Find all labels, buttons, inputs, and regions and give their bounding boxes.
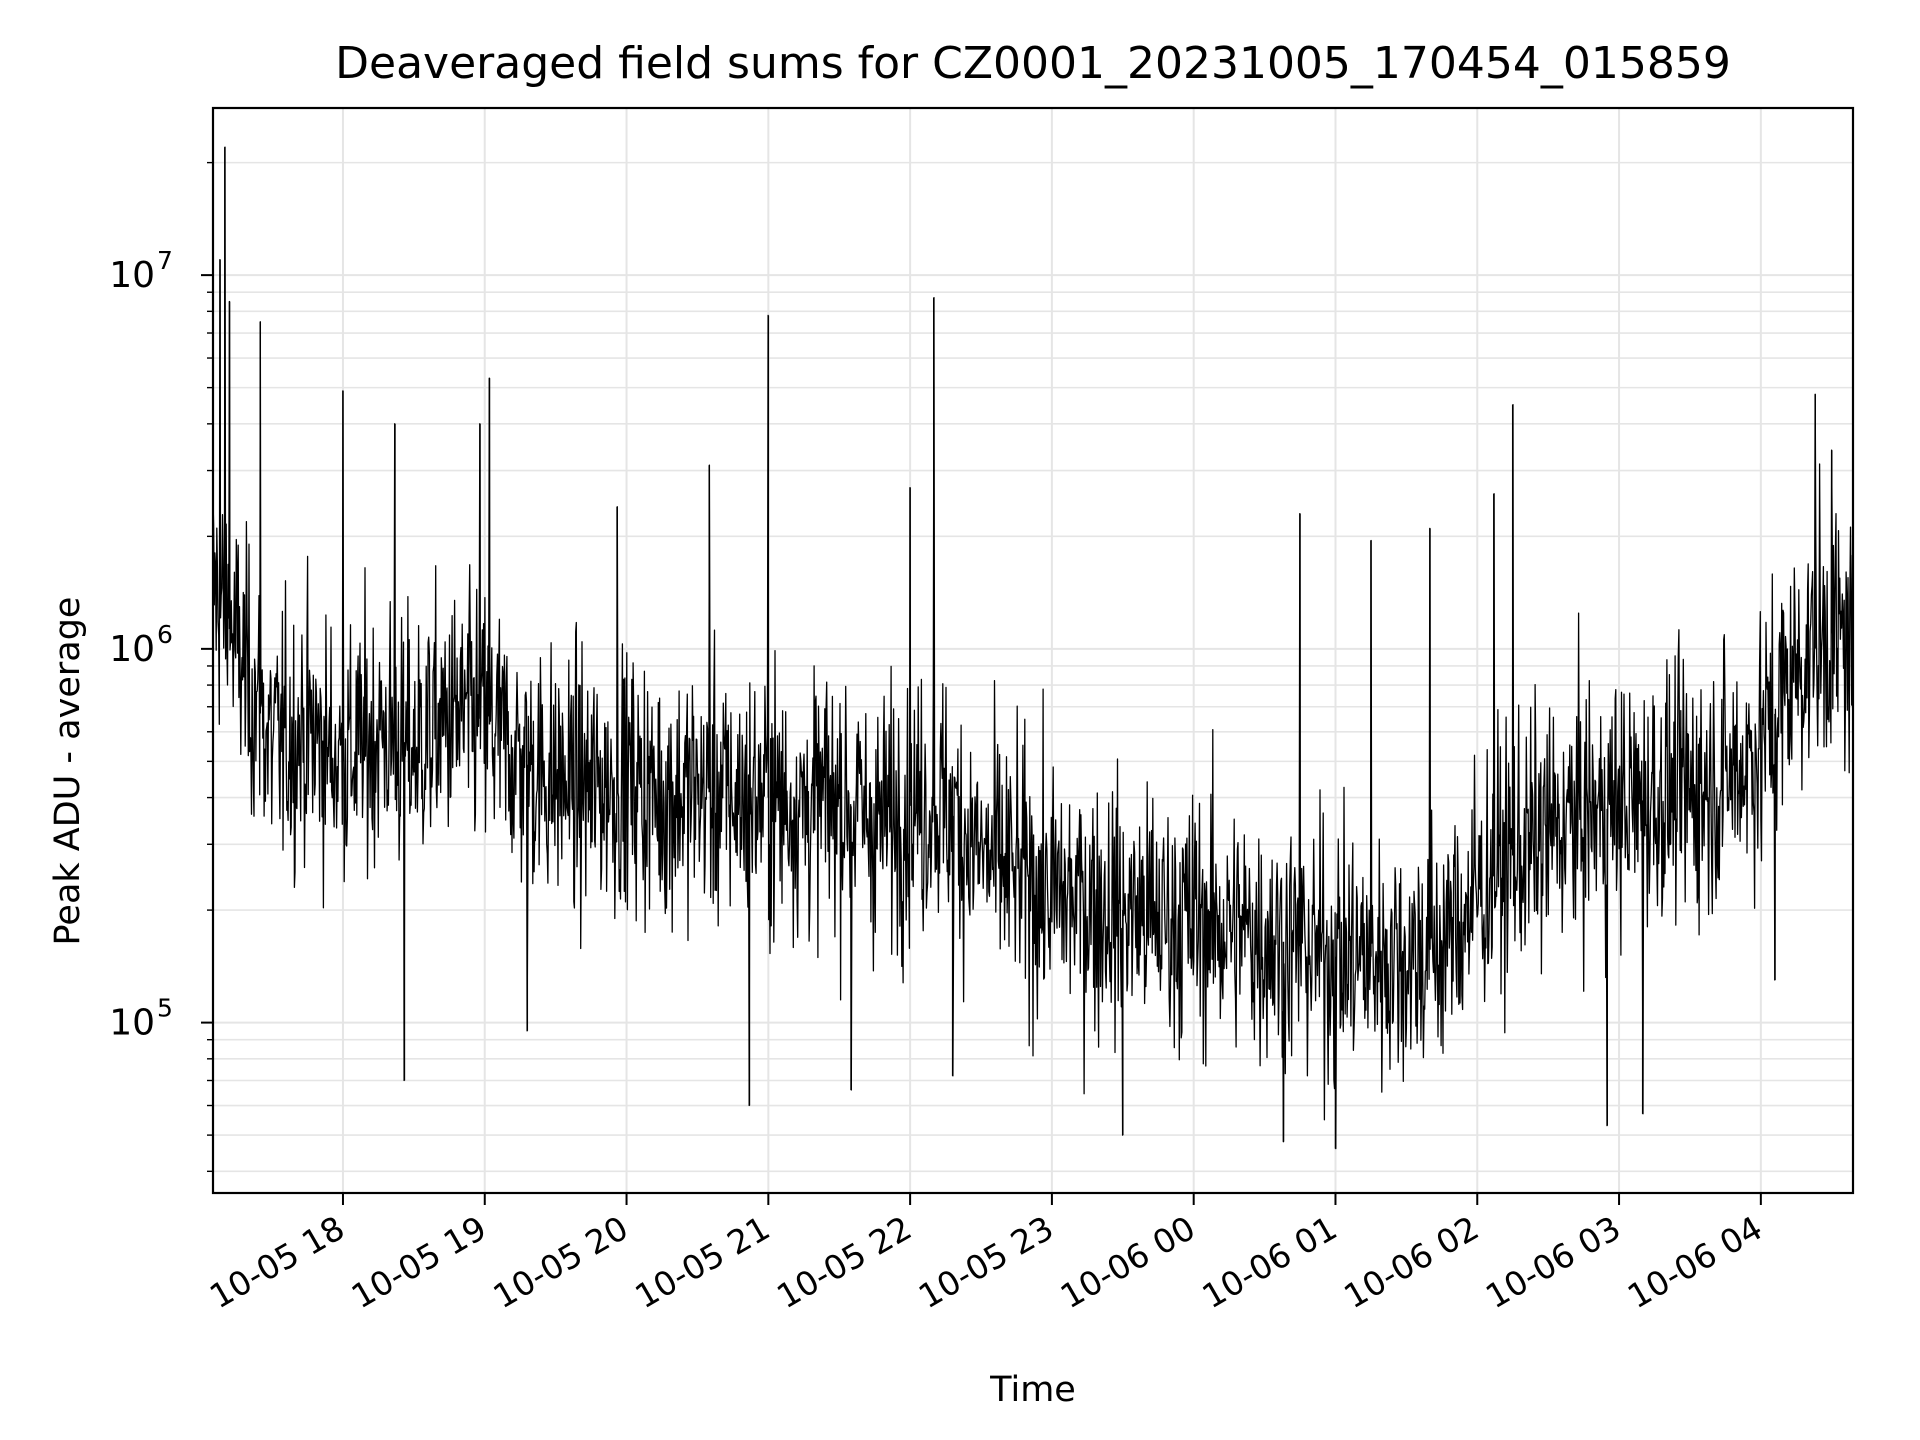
x-tick-label: 10-05 22: [770, 1208, 918, 1316]
y-tick-exponent: 5: [157, 994, 173, 1023]
plot-frame: [211, 106, 1855, 1195]
x-tick-label: 10-05 23: [912, 1208, 1060, 1316]
x-tick-label: 10-06 00: [1054, 1208, 1202, 1316]
y-tick-label: 10: [109, 255, 155, 296]
x-tick-label: 10-05 20: [487, 1208, 635, 1316]
series-line: [212, 146, 1854, 1150]
x-tick-label: 10-06 01: [1195, 1208, 1343, 1316]
y-tick-exponent: 6: [157, 620, 173, 649]
y-tick-exponent: 7: [157, 246, 173, 275]
x-tick-label: 10-05 21: [628, 1208, 776, 1316]
y-tick-label: 10: [109, 629, 155, 670]
x-axis-label: Time: [990, 1370, 1076, 1410]
x-tick-label: 10-06 04: [1621, 1208, 1769, 1316]
chart-title: Deaveraged field sums for CZ0001_2023100…: [335, 38, 1731, 89]
x-tick-label: 10-06 02: [1337, 1208, 1485, 1316]
x-tick-label: 10-05 19: [345, 1208, 493, 1316]
x-tick-label: 10-06 03: [1479, 1208, 1627, 1316]
y-axis-label: Peak ADU - average: [48, 596, 88, 946]
y-tick-label: 10: [109, 1003, 155, 1044]
series: [212, 146, 1854, 1150]
x-tick-label: 10-05 18: [203, 1208, 351, 1316]
